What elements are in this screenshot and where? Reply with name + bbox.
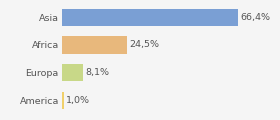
Bar <box>62 92 64 109</box>
Bar <box>62 64 83 81</box>
Text: 66,4%: 66,4% <box>240 13 270 22</box>
Bar <box>62 36 127 54</box>
Text: 24,5%: 24,5% <box>129 40 159 49</box>
Text: 8,1%: 8,1% <box>85 68 109 77</box>
Bar <box>62 9 238 26</box>
Text: 1,0%: 1,0% <box>66 96 90 105</box>
